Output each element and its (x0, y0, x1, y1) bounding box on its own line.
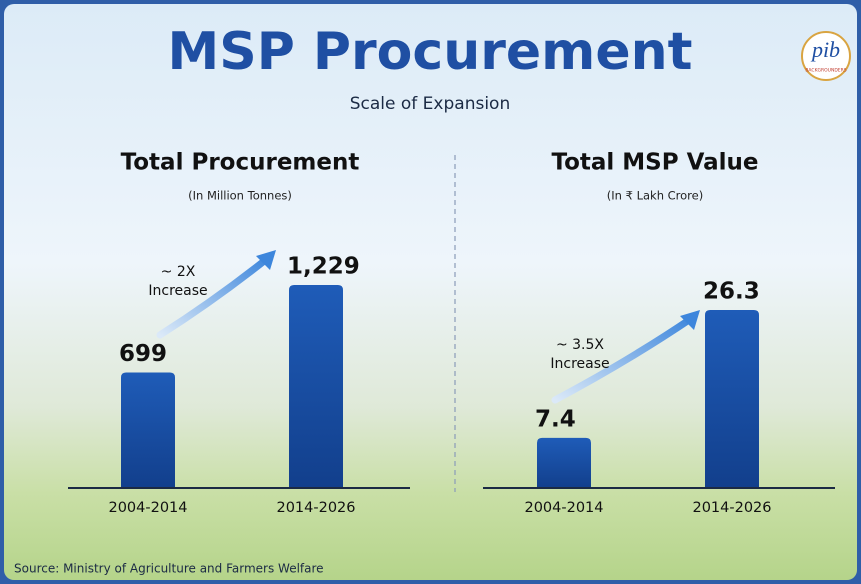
annotation: ~ 2X (161, 264, 196, 280)
logo-text: pib (810, 37, 840, 62)
source: Source: Ministry of Agriculture and Farm… (14, 562, 324, 576)
chart-subtitle: (In ₹ Lakh Crore) (607, 189, 703, 203)
bar (537, 437, 591, 488)
chart-title: Total Procurement (121, 150, 360, 176)
x-tick-label: 2014-2026 (692, 500, 771, 516)
value-label: 26.3 (703, 279, 760, 305)
value-label: 1,229 (287, 254, 360, 280)
bar (289, 285, 343, 488)
arrow (156, 254, 272, 339)
annotation: ~ 3.5X (556, 337, 604, 353)
annotation: Increase (148, 283, 207, 299)
x-tick-label: 2014-2026 (276, 500, 355, 516)
title: MSP Procurement (168, 22, 693, 82)
x-tick-label: 2004-2014 (524, 500, 603, 516)
x-tick-label: 2004-2014 (108, 500, 187, 516)
value-label: 7.4 (535, 406, 576, 432)
logo-tagline: BACKGROUNDERS (805, 68, 846, 74)
chart-title: Total MSP Value (551, 150, 758, 176)
arrow-head (680, 310, 700, 330)
bar (121, 372, 175, 488)
arrow-head (256, 250, 276, 270)
background (4, 4, 857, 580)
bar (705, 310, 759, 488)
chart-subtitle: (In Million Tonnes) (188, 189, 292, 203)
arrow (551, 314, 696, 404)
value-label: 699 (119, 341, 167, 367)
logo (801, 31, 851, 81)
annotation: Increase (550, 356, 609, 372)
subtitle: Scale of Expansion (350, 94, 510, 114)
